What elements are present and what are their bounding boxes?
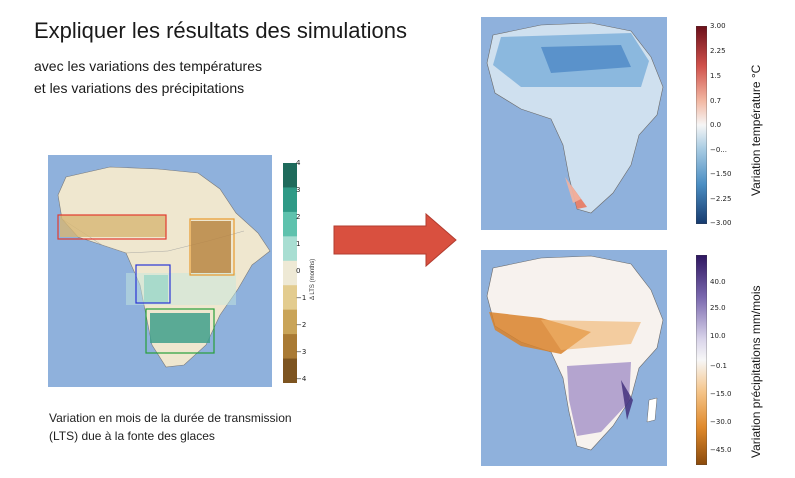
temperature-africa-map [481, 17, 667, 230]
temperature-colorbar-gradient [696, 26, 707, 224]
temperature-colorbar-label: Variation température °C [749, 64, 763, 196]
lts-colorbar-segment [283, 163, 297, 188]
temperature-tick: −1.50 [710, 170, 732, 178]
precipitation-tick: 40.0 [710, 278, 726, 286]
temperature-colorbar [696, 26, 707, 224]
lts-tick: −1 [296, 294, 307, 302]
lts-tick: 1 [296, 240, 301, 248]
temperature-tick: 3.00 [710, 22, 726, 30]
lts-tick: −3 [296, 348, 307, 356]
precipitation-colorbar [696, 255, 707, 465]
temperature-tick: −0... [710, 146, 727, 154]
temperature-tick: 2.25 [710, 47, 726, 55]
temperature-tick: 0.7 [710, 97, 722, 105]
lts-tick: −2 [296, 321, 307, 329]
lts-colorbar [283, 163, 297, 383]
caption-line-2: (LTS) due à la fonte des glaces [49, 429, 215, 443]
precipitation-africa-map [481, 250, 667, 466]
caption-line-1: Variation en mois de la durée de transmi… [49, 411, 292, 425]
lts-colorbar-segment [283, 187, 297, 213]
lts-tick: 2 [296, 213, 301, 221]
lts-colorbar-segment [283, 211, 297, 237]
lts-colorbar-gradient [283, 163, 297, 383]
right-arrow-icon [333, 212, 457, 268]
precipitation-tick: −45.0 [710, 446, 732, 454]
temperature-tick: 1.5 [710, 72, 722, 80]
lts-colorbar-segment [283, 334, 297, 360]
lts-tick: 3 [296, 186, 301, 194]
precipitation-colorbar-label: Variation précipitations mm/mois [749, 285, 763, 458]
precipitation-tick: −15.0 [710, 390, 732, 398]
subtitle-line-1: avec les variations des températures [34, 58, 262, 74]
subtitle-line-2: et les variations des précipitations [34, 80, 245, 96]
temperature-tick: −3.00 [710, 219, 732, 227]
lts-colorbar-segment [283, 236, 297, 262]
temperature-tick: 0.0 [710, 121, 722, 129]
lts-africa-map [48, 155, 272, 387]
precipitation-tick: 25.0 [710, 304, 726, 312]
lts-tick: 0 [296, 267, 301, 275]
precipitation-tick: 10.0 [710, 332, 726, 340]
lts-colorbar-segment [283, 309, 297, 335]
lts-colorbar-segment [283, 358, 297, 383]
lts-colorbar-segment [283, 260, 297, 286]
precipitation-tick: −30.0 [710, 418, 732, 426]
lts-caption: Variation en mois de la durée de transmi… [49, 409, 349, 445]
lts-colorbar-label: Δ LTS (months) [310, 258, 316, 300]
precipitation-tick: −0.1 [710, 362, 727, 370]
lts-tick: 4 [296, 159, 301, 167]
lts-tick: −4 [296, 375, 307, 383]
lts-colorbar-segment [283, 285, 297, 311]
precipitation-colorbar-gradient [696, 255, 707, 465]
slide-title: Expliquer les résultats des simulations [34, 18, 407, 43]
temperature-tick: −2.25 [710, 195, 732, 203]
